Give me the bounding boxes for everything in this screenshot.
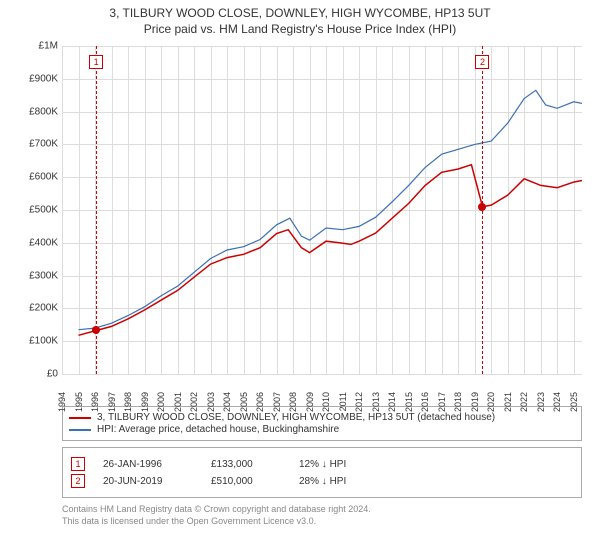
y-tick-label: £100K bbox=[29, 336, 58, 347]
x-tick-label: 1999 bbox=[140, 392, 150, 412]
legend-swatch bbox=[69, 429, 91, 431]
line-series-svg bbox=[62, 46, 582, 374]
y-tick-label: £300K bbox=[29, 270, 58, 281]
x-tick-label: 2014 bbox=[387, 392, 397, 412]
x-tick-label: 2021 bbox=[503, 392, 513, 412]
x-tick-label: 2013 bbox=[371, 392, 381, 412]
event-delta: 12% ↓ HPI bbox=[299, 459, 573, 470]
x-tick-label: 2015 bbox=[404, 392, 414, 412]
y-axis: £0£100K£200K£300K£400K£500K£600K£700K£80… bbox=[10, 46, 62, 374]
x-tick-label: 2003 bbox=[206, 392, 216, 412]
x-tick-label: 2000 bbox=[156, 392, 166, 412]
x-tick-label: 2004 bbox=[222, 392, 232, 412]
legend-row: 3, TILBURY WOOD CLOSE, DOWNLEY, HIGH WYC… bbox=[69, 412, 575, 423]
y-tick-label: £400K bbox=[29, 237, 58, 248]
x-tick-label: 2011 bbox=[338, 392, 348, 411]
chart-area: £0 £100K £200K £300K £400K £500K £600K £700K £80… bbox=[10, 42, 590, 402]
x-tick-label: 2022 bbox=[519, 392, 529, 412]
event-marker: 1 bbox=[71, 457, 85, 471]
x-tick-label: 2017 bbox=[437, 392, 447, 412]
x-tick-label: 2010 bbox=[321, 392, 331, 412]
x-tick-label: 2002 bbox=[189, 392, 199, 412]
footnote-line1: Contains HM Land Registry data © Crown c… bbox=[62, 504, 582, 516]
marker-line-1 bbox=[96, 46, 97, 374]
y-tick-label: £500K bbox=[29, 205, 58, 216]
y-tick-label: £0 bbox=[47, 369, 58, 380]
x-tick-label: 2005 bbox=[239, 392, 249, 412]
series-hpi bbox=[79, 90, 583, 329]
series-price_paid bbox=[79, 165, 583, 336]
x-tick-label: 2019 bbox=[470, 392, 480, 412]
x-tick-label: 2009 bbox=[305, 392, 315, 412]
x-tick-label: 1997 bbox=[107, 392, 117, 412]
chart-container: 3, TILBURY WOOD CLOSE, DOWNLEY, HIGH WYC… bbox=[0, 0, 600, 560]
y-tick-label: £200K bbox=[29, 303, 58, 314]
legend-label: HPI: Average price, detached house, Buck… bbox=[97, 424, 339, 435]
y-tick-label: £900K bbox=[29, 73, 58, 84]
x-tick-label: 1994 bbox=[57, 392, 67, 412]
x-tick-label: 2016 bbox=[420, 392, 430, 412]
y-tick-label: £600K bbox=[29, 172, 58, 183]
x-tick-label: 2025 bbox=[569, 392, 579, 412]
marker-box-1: 1 bbox=[89, 55, 103, 69]
x-tick-label: 2020 bbox=[486, 392, 496, 412]
x-tick-label: 2007 bbox=[272, 392, 282, 412]
x-tick-label: 2023 bbox=[536, 392, 546, 412]
event-row: 1 26-JAN-1996 £133,000 12% ↓ HPI bbox=[71, 457, 573, 471]
x-tick-label: 1996 bbox=[90, 392, 100, 412]
footnote: Contains HM Land Registry data © Crown c… bbox=[62, 504, 582, 527]
events-table: 1 26-JAN-1996 £133,000 12% ↓ HPI 2 20-JUN-201… bbox=[62, 447, 582, 498]
x-tick-label: 2001 bbox=[173, 392, 183, 412]
x-axis: 1994199519961997199819992000200120022003… bbox=[62, 374, 582, 402]
event-date: 20-JUN-2019 bbox=[103, 476, 193, 487]
x-tick-label: 2012 bbox=[354, 392, 364, 412]
x-tick-label: 2024 bbox=[552, 392, 562, 412]
y-tick-label: £800K bbox=[29, 106, 58, 117]
legend-label: 3, TILBURY WOOD CLOSE, DOWNLEY, HIGH WYC… bbox=[97, 412, 495, 423]
title-block: 3, TILBURY WOOD CLOSE, DOWNLEY, HIGH WYC… bbox=[10, 6, 590, 36]
event-row: 2 20-JUN-2019 £510,000 28% ↓ HPI bbox=[71, 474, 573, 488]
x-tick-label: 1998 bbox=[123, 392, 133, 412]
x-tick-label: 1995 bbox=[74, 392, 84, 412]
event-delta: 28% ↓ HPI bbox=[299, 476, 573, 487]
marker-dot-2 bbox=[478, 203, 486, 211]
event-price: £510,000 bbox=[211, 476, 281, 487]
y-tick-label: £1M bbox=[39, 41, 58, 52]
event-price: £133,000 bbox=[211, 459, 281, 470]
event-date: 26-JAN-1996 bbox=[103, 459, 193, 470]
footnote-line2: This data is licensed under the Open Gov… bbox=[62, 516, 582, 528]
y-tick-label: £700K bbox=[29, 139, 58, 150]
title-line1: 3, TILBURY WOOD CLOSE, DOWNLEY, HIGH WYC… bbox=[10, 6, 590, 20]
title-line2: Price paid vs. HM Land Registry's House … bbox=[10, 22, 590, 36]
event-marker: 2 bbox=[71, 474, 85, 488]
x-tick-label: 2018 bbox=[453, 392, 463, 412]
legend-row: HPI: Average price, detached house, Buck… bbox=[69, 424, 575, 435]
marker-box-2: 2 bbox=[475, 55, 489, 69]
marker-dot-1 bbox=[92, 326, 100, 334]
x-tick-label: 2008 bbox=[288, 392, 298, 412]
x-tick-label: 2006 bbox=[255, 392, 265, 412]
legend-swatch bbox=[69, 417, 91, 419]
plot-area: 12 bbox=[62, 46, 582, 374]
